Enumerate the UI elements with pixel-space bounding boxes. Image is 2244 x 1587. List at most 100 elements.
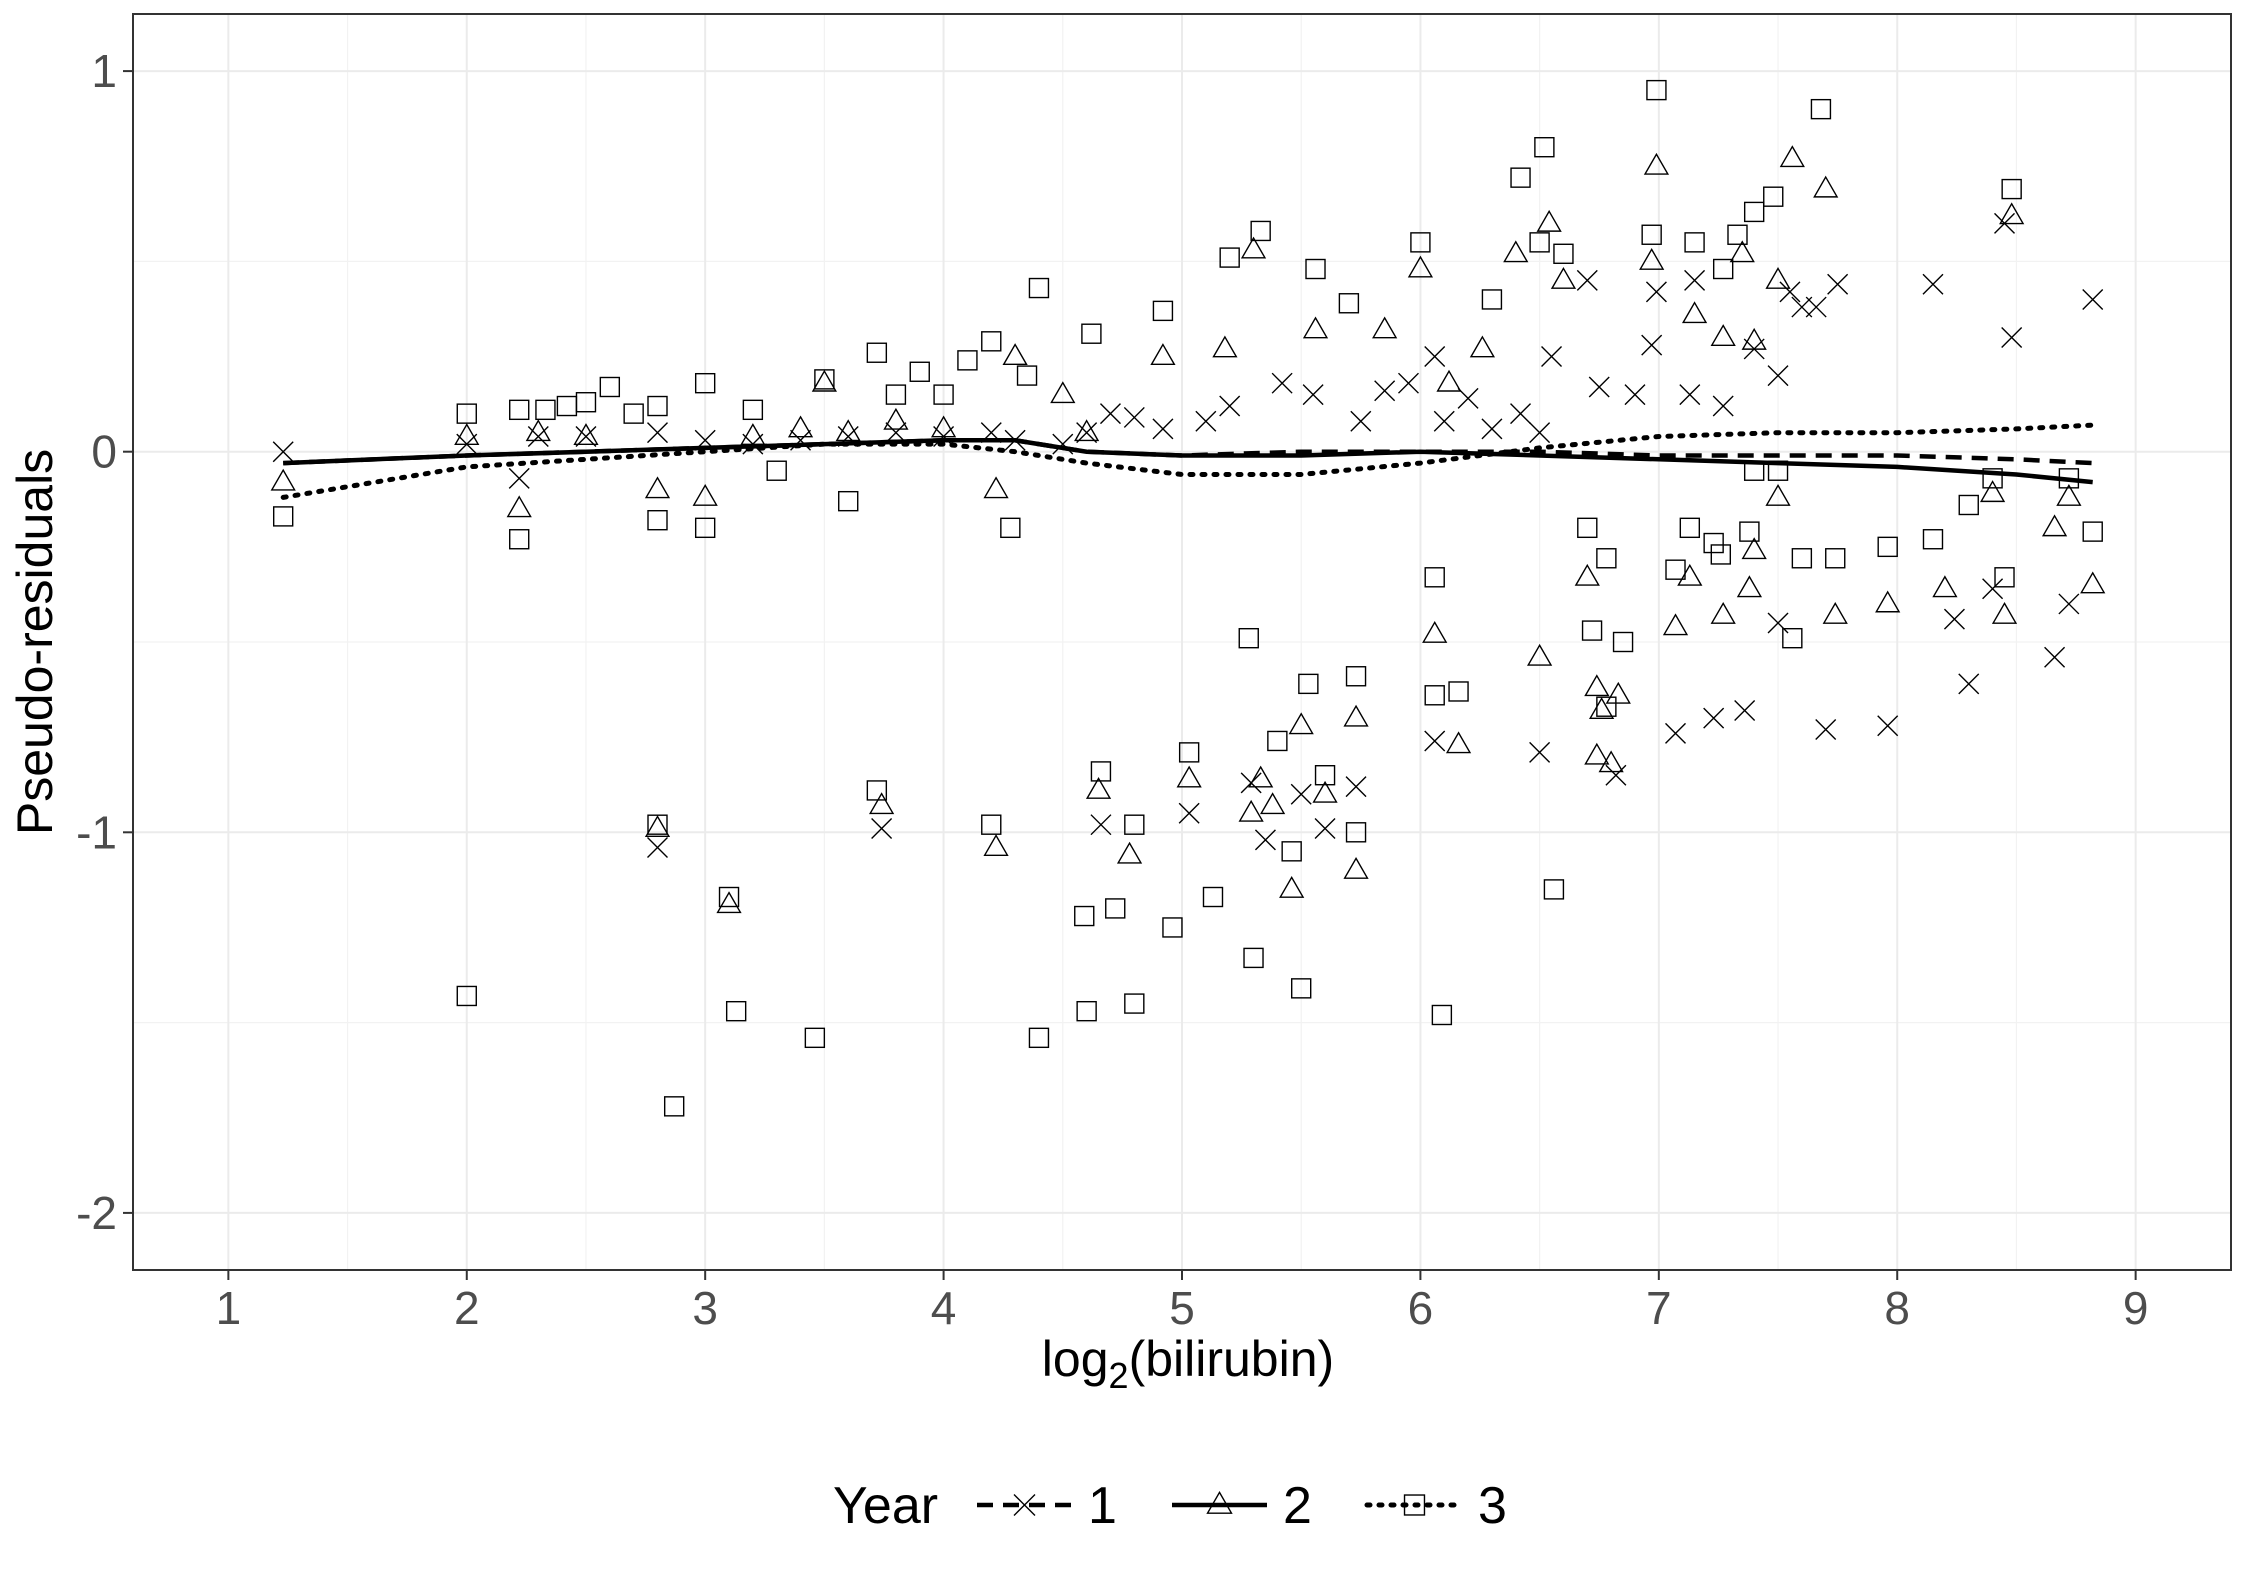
point-series-3: [1641, 224, 1662, 245]
point-series-2: [1085, 777, 1112, 799]
x-tick-label: 5: [1169, 1282, 1195, 1334]
point-series-2: [1343, 704, 1369, 727]
point-series-3: [1739, 521, 1760, 542]
point-series-3: [1081, 323, 1102, 344]
point-series-3: [1076, 1000, 1097, 1022]
point-series-2: [1212, 335, 1238, 358]
point-series-1: [647, 837, 668, 859]
point-series-3: [1684, 232, 1705, 253]
point-series-3: [1612, 631, 1634, 653]
y-axis: -2 -1 0 1: [76, 45, 133, 1239]
point-series-3: [1028, 1027, 1050, 1049]
point-series-2: [787, 415, 814, 438]
point-series-3: [1743, 201, 1765, 223]
point-series-3: [1243, 947, 1264, 969]
point-series-2: [1932, 575, 1958, 598]
point-series-1: [1779, 281, 1801, 303]
point-series-3: [1577, 517, 1598, 539]
point-series-2: [573, 423, 599, 445]
point-series-3: [1410, 232, 1431, 253]
x-axis-title-rest: (bilirubin): [1129, 1331, 1335, 1387]
point-series-2: [1779, 145, 1805, 168]
point-series-1: [1767, 612, 1789, 634]
point-series-3: [981, 331, 1002, 352]
point-series-1: [1424, 730, 1446, 752]
point-series-3: [575, 392, 597, 413]
point-series-2: [2080, 571, 2106, 594]
point-series-3: [1431, 1004, 1453, 1026]
point-series-2: [2056, 483, 2082, 506]
point-series-3: [647, 814, 668, 835]
point-series-2: [1469, 335, 1496, 358]
point-series-1: [1605, 764, 1627, 786]
point-series-2: [1991, 601, 2018, 624]
point-series-1: [1350, 410, 1372, 432]
point-series-3: [1703, 532, 1724, 554]
x-tick-label: 4: [931, 1282, 957, 1334]
point-series-1: [1481, 418, 1503, 440]
point-series-1: [1805, 296, 1827, 318]
point-series-1: [1397, 372, 1419, 394]
point-series-3: [1712, 258, 1734, 280]
point-series-2: [1710, 601, 1736, 624]
point-series-2: [1312, 780, 1338, 803]
point-series-2: [883, 407, 909, 430]
point-series-2: [1279, 875, 1305, 898]
point-series-1: [1510, 403, 1532, 425]
x-axis-title: log2(bilirubin): [1042, 1331, 1334, 1396]
legend-key-marker-2: [1206, 1490, 1233, 1514]
point-series-3: [1016, 365, 1038, 386]
point-series-3: [1510, 167, 1531, 188]
point-series-2: [1875, 590, 1901, 613]
point-series-2: [1074, 419, 1100, 442]
point-series-3: [1281, 841, 1302, 862]
point-series-2: [1822, 601, 1848, 624]
point-series-1: [1734, 700, 1756, 722]
point-series-3: [1162, 917, 1183, 938]
y-tick-label: 0: [91, 426, 117, 478]
point-series-3: [1596, 696, 1617, 717]
point-series-1: [1922, 273, 1944, 295]
point-series-3: [1727, 224, 1748, 245]
point-series-1: [2001, 327, 2023, 349]
point-series-2: [1605, 681, 1631, 704]
point-series-3: [909, 361, 930, 382]
point-series-3: [1424, 685, 1445, 706]
point-series-1: [1576, 269, 1598, 291]
point-series-1: [1958, 673, 1980, 695]
point-series-1: [1679, 384, 1701, 406]
point-series-3: [1543, 879, 1565, 900]
point-series-2: [1240, 236, 1267, 259]
point-series-3: [1105, 898, 1126, 919]
point-series-3: [1665, 559, 1686, 580]
point-series-2: [1813, 175, 1839, 198]
point-series-1: [1219, 395, 1241, 417]
point-series-3: [1250, 220, 1271, 242]
point-series-3: [1782, 627, 1803, 649]
point-series-3: [1448, 681, 1469, 702]
point-series-1: [1767, 365, 1789, 387]
point-series-1: [1943, 608, 1965, 630]
point-series-1: [575, 425, 597, 447]
point-series-3: [1982, 468, 2003, 489]
point-series-3: [456, 985, 477, 1007]
point-series-2: [716, 891, 742, 914]
point-series-3: [1553, 243, 1574, 264]
point-series-3: [1994, 567, 2015, 588]
point-series-3: [866, 342, 888, 363]
point-series-3: [1028, 277, 1050, 299]
x-tick-label: 2: [454, 1282, 480, 1334]
point-series-2: [1002, 343, 1028, 366]
point-series-2: [1259, 792, 1286, 815]
point-series-2: [1736, 575, 1763, 598]
point-series-1: [1827, 273, 1849, 295]
point-series-1: [1815, 719, 1837, 741]
point-series-1: [1345, 776, 1367, 798]
x-axis: 1 2 3 4 5 6 7 8 9: [216, 1270, 2148, 1334]
point-series-1: [1588, 376, 1610, 398]
point-series-3: [742, 399, 764, 421]
point-series-3: [1202, 886, 1224, 908]
x-tick-label: 3: [692, 1282, 718, 1334]
point-series-1: [1374, 380, 1396, 402]
